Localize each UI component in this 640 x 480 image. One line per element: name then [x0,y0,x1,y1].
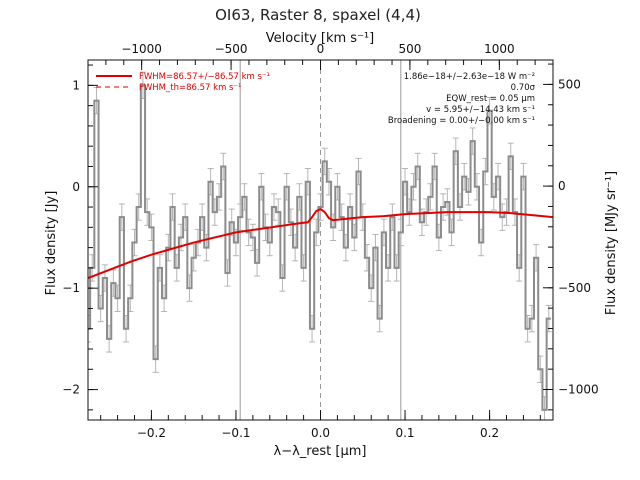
x-axis-label: λ−λ_rest [μm] [274,444,367,459]
fit-annotation: 1.86e−18+/−2.63e−18 W m⁻² [404,72,535,82]
legend-label: FWHM=86.57+/−86.57 km s⁻¹ [139,72,270,82]
top-axis-label: Velocity [km s⁻¹] [266,31,374,46]
y-axis-label: Flux density [Jy] [44,191,59,296]
y-tick-label: −2 [62,383,80,397]
right-tick-label: 0 [558,179,566,193]
reference-lines [239,60,402,420]
top-tick-label: 1000 [484,42,515,56]
x-tick-label: −0.2 [137,426,166,440]
chart-title: OI63, Raster 8, spaxel (4,4) [215,6,421,24]
right-tick-label: −500 [558,281,591,295]
y-tick-label: 0 [72,180,80,194]
data-series [88,84,551,411]
y-tick-label: −1 [62,281,80,295]
top-tick-label: 0 [317,42,325,56]
model-series [88,207,553,279]
model-line [88,207,553,279]
x-tick-label: 0.0 [311,426,330,440]
axis-ticks: −0.2 −0.1 0.0 0.1 0.2 −1000 −500 0 500 1000 −2 −1 0 1… [62,42,598,440]
top-tick-label: 500 [398,42,421,56]
legend-label: FWHM_th=86.57 km s⁻¹ [139,83,241,93]
right-axis-label: Flux density [MJy sr⁻¹] [604,171,619,315]
right-tick-label: −1000 [558,382,599,396]
fit-annotation: 0.70σ [511,83,536,93]
y-tick-label: 1 [72,78,80,92]
fit-annotation: v = 5.95+/−14.43 km s⁻¹ [426,105,535,115]
top-tick-label: −1000 [121,42,162,56]
data-step-line [88,84,551,411]
x-tick-label: −0.1 [221,426,250,440]
fit-annotation: Broadening = 0.00+/−0.00 km s⁻¹ [388,116,535,126]
right-tick-label: 500 [558,77,581,91]
x-tick-label: 0.1 [395,426,414,440]
fit-annotation: EQW_rest = 0.05 μm [446,94,535,104]
top-tick-label: −500 [215,42,248,56]
x-tick-label: 0.2 [480,426,499,440]
